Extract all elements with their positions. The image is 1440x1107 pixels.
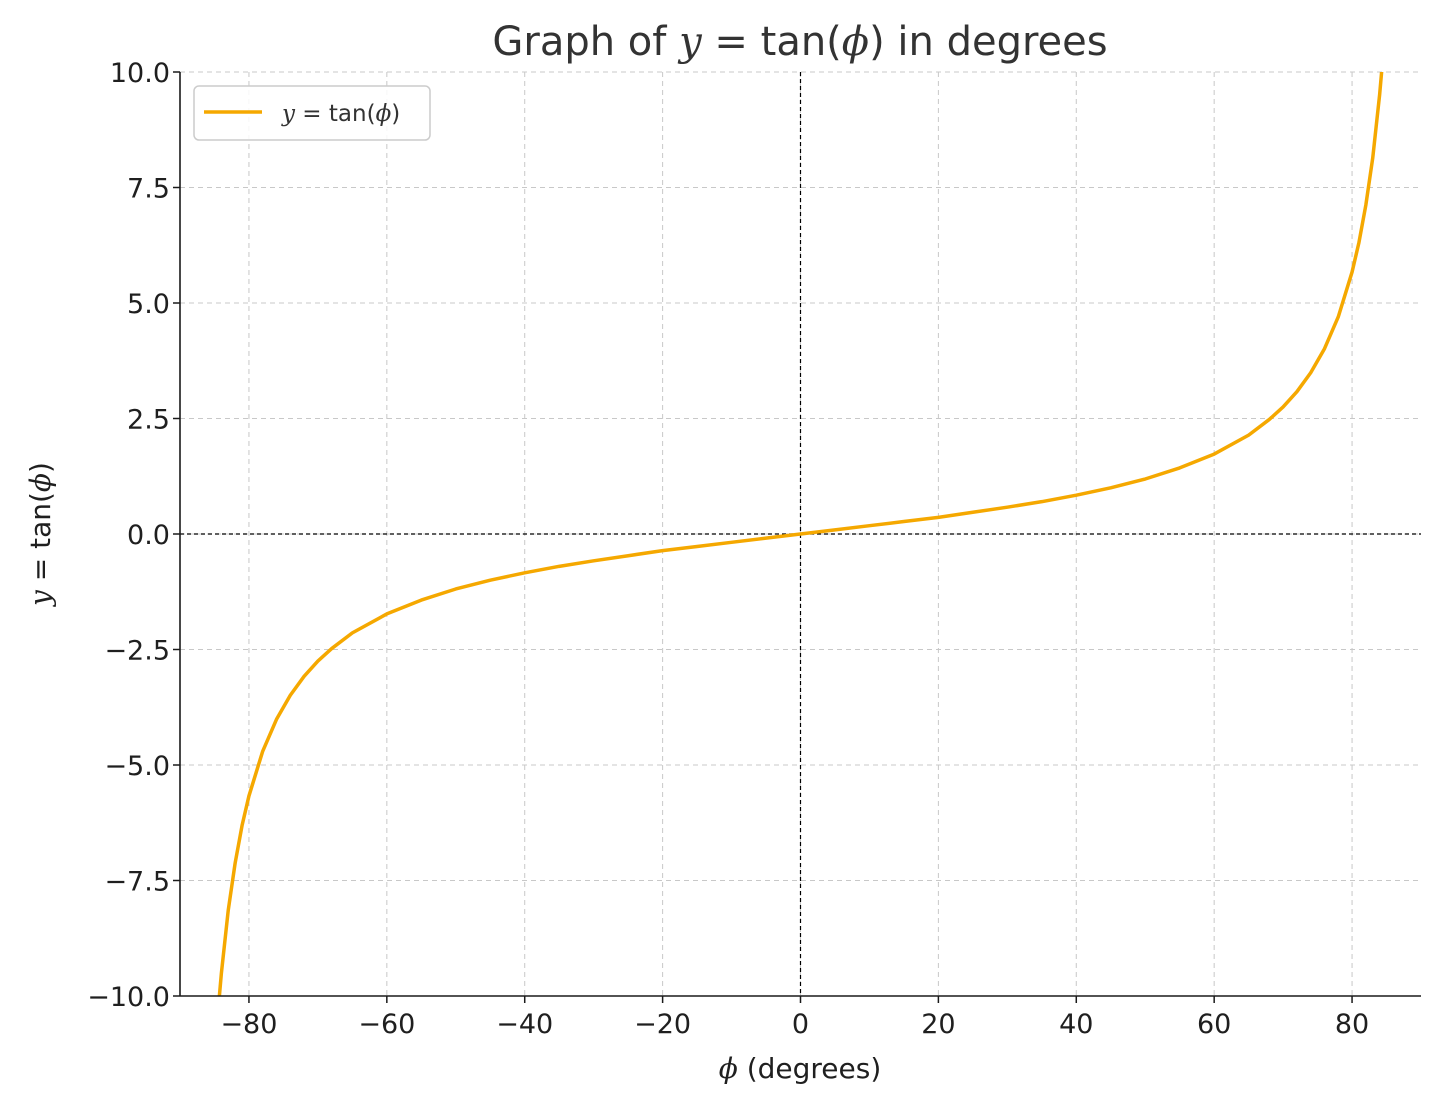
y-tick-label: −5.0 — [104, 751, 170, 782]
x-axis-label: ϕ (degrees) — [719, 1052, 882, 1085]
x-tick-label: −60 — [358, 1009, 415, 1040]
y-tick-label: 2.5 — [127, 405, 170, 436]
y-tick-label: −2.5 — [104, 636, 170, 667]
legend: y = tan(ϕ) — [193, 85, 431, 141]
x-tick-label: −40 — [496, 1009, 553, 1040]
series-layer — [217, 72, 1384, 996]
x-tick-label: 80 — [1335, 1009, 1369, 1040]
tick-layer: −80 −60 −40 −20 0 20 40 60 80 10.0 7.5 5.0 2.5 0.0 −2.… — [87, 58, 1369, 1040]
x-tick-label: 40 — [1059, 1009, 1093, 1040]
y-tick-label: 7.5 — [127, 174, 170, 205]
y-tick-label: 0.0 — [127, 520, 170, 551]
legend-label: y = tan(ϕ) — [281, 101, 400, 127]
y-axis-label: y = tan(ϕ) — [24, 462, 57, 608]
x-tick-label: 0 — [792, 1009, 809, 1040]
x-tick-label: 20 — [921, 1009, 955, 1040]
y-tick-label: −7.5 — [104, 867, 170, 898]
legend-box — [193, 85, 431, 141]
x-tick-label: 60 — [1197, 1009, 1231, 1040]
y-tick-label: −10.0 — [87, 982, 170, 1013]
series-line-tan — [217, 72, 1384, 996]
y-tick-label: 5.0 — [127, 289, 170, 320]
x-tick-label: −80 — [220, 1009, 277, 1040]
y-tick-label: 10.0 — [110, 58, 170, 89]
x-tick-label: −20 — [634, 1009, 691, 1040]
chart-title: Graph of y = tan(ϕ) in degrees — [492, 19, 1107, 65]
